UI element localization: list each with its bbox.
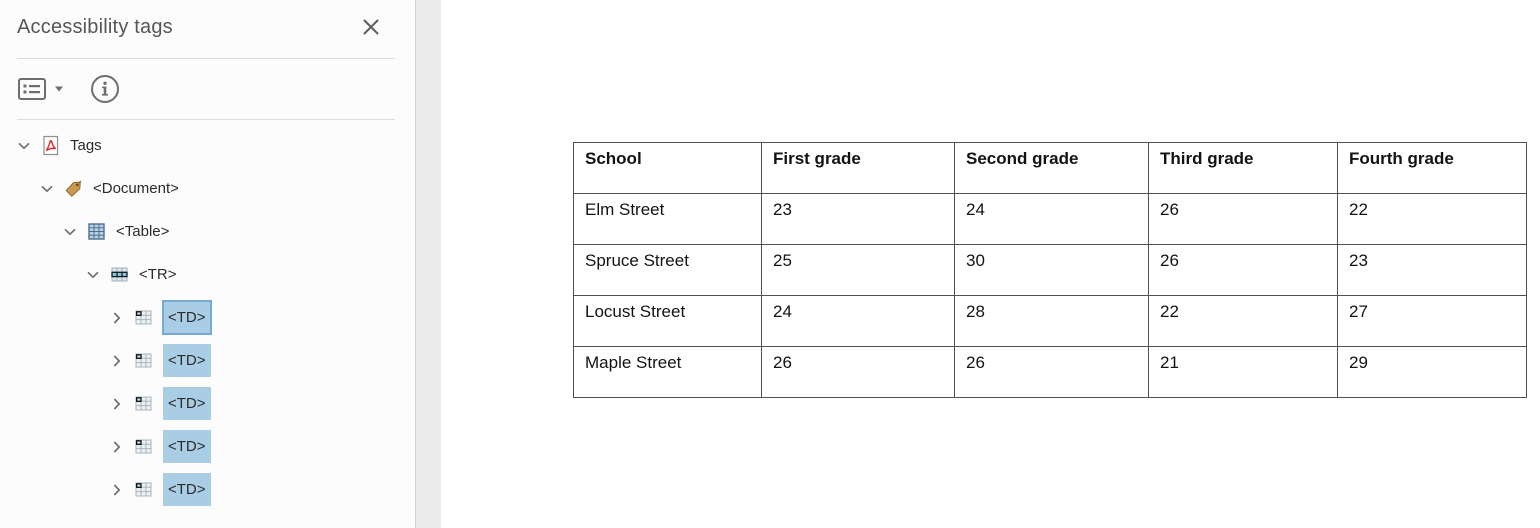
table-cell: 23	[1337, 244, 1527, 296]
table-header-cell: School	[573, 142, 762, 194]
table-cell: 29	[1337, 346, 1527, 398]
tree-item-table[interactable]: <Table>	[0, 210, 415, 253]
pdf-tags-icon	[40, 135, 61, 156]
tree-item-label: <Document>	[93, 180, 179, 197]
chevron-down-icon[interactable]	[85, 267, 101, 283]
table-row: Locust Street 24 28 22 27	[573, 295, 1527, 347]
chevron-right-icon[interactable]	[109, 396, 125, 412]
list-options-icon[interactable]	[17, 76, 64, 102]
accessibility-tags-panel: Accessibility tags	[0, 0, 416, 528]
tree-item-td-1[interactable]: <TD>	[0, 296, 415, 339]
tree-item-label: <TD>	[163, 387, 211, 420]
table-row-icon	[109, 264, 130, 285]
chevron-down-icon	[55, 86, 63, 92]
table-cell: 27	[1337, 295, 1527, 347]
table-cell: 24	[761, 295, 955, 347]
tree-item-label: <TD>	[163, 430, 211, 463]
chevron-down-icon[interactable]	[39, 181, 55, 197]
tree-item-td-4[interactable]: <TD>	[0, 425, 415, 468]
table-cell: 21	[1148, 346, 1338, 398]
document-canvas-margin	[416, 0, 441, 528]
chevron-right-icon[interactable]	[109, 353, 125, 369]
document-tag-icon	[63, 178, 84, 199]
table-cell-icon	[133, 436, 154, 457]
divider	[17, 119, 395, 120]
document-pane: School First grade Second grade Third grade…	[441, 0, 1540, 528]
table-cell: 26	[954, 346, 1149, 398]
chevron-down-icon[interactable]	[16, 138, 32, 154]
tags-tree: Tags <Document> <Table> <TR> <TD>	[0, 120, 415, 511]
chevron-down-icon[interactable]	[62, 224, 78, 240]
table-cell: 22	[1148, 295, 1338, 347]
tree-item-td-3[interactable]: <TD>	[0, 382, 415, 425]
table-cell-icon	[133, 307, 154, 328]
table-cell: Maple Street	[573, 346, 762, 398]
panel-toolbar	[0, 59, 415, 119]
table-cell: 28	[954, 295, 1149, 347]
chevron-right-icon[interactable]	[109, 439, 125, 455]
divider	[17, 58, 395, 59]
table-header-cell: Third grade	[1148, 142, 1338, 194]
table-row: Maple Street 26 26 21 29	[573, 346, 1527, 398]
chevron-right-icon[interactable]	[109, 310, 125, 326]
tree-item-td-2[interactable]: <TD>	[0, 339, 415, 382]
tree-item-td-5[interactable]: <TD>	[0, 468, 415, 511]
table-cell: Spruce Street	[573, 244, 762, 296]
tree-item-tr[interactable]: <TR>	[0, 253, 415, 296]
table-cell: Elm Street	[573, 193, 762, 245]
table-cell-icon	[133, 350, 154, 371]
tree-item-label: Tags	[70, 137, 102, 154]
table-header-cell: Fourth grade	[1337, 142, 1527, 194]
panel-title: Accessibility tags	[17, 16, 173, 38]
document-table: School First grade Second grade Third grade…	[573, 142, 1527, 398]
table-cell: Locust Street	[573, 295, 762, 347]
table-cell: 30	[954, 244, 1149, 296]
table-cell: 26	[1148, 193, 1338, 245]
chevron-right-icon[interactable]	[109, 482, 125, 498]
info-icon[interactable]	[90, 74, 120, 104]
table-cell-icon	[133, 479, 154, 500]
table-cell: 26	[1148, 244, 1338, 296]
table-row: Spruce Street 25 30 26 23	[573, 244, 1527, 296]
table-cell: 22	[1337, 193, 1527, 245]
table-cell-icon	[133, 393, 154, 414]
table-cell: 24	[954, 193, 1149, 245]
tree-item-tags[interactable]: Tags	[0, 124, 415, 167]
table-cell: 23	[761, 193, 955, 245]
table-cell: 25	[761, 244, 955, 296]
panel-header: Accessibility tags	[0, 0, 415, 58]
tree-item-label: <Table>	[116, 223, 170, 240]
close-icon[interactable]	[360, 16, 382, 38]
table-header-cell: Second grade	[954, 142, 1149, 194]
table-header-cell: First grade	[761, 142, 955, 194]
tree-item-label: <TD>	[163, 473, 211, 506]
table-cell: 26	[761, 346, 955, 398]
tree-item-label: <TD>	[162, 300, 212, 335]
table-header-row: School First grade Second grade Third grade…	[573, 142, 1527, 194]
tree-item-label: <TD>	[163, 344, 211, 377]
tree-item-label: <TR>	[139, 266, 177, 283]
table-row: Elm Street 23 24 26 22	[573, 193, 1527, 245]
tree-item-document[interactable]: <Document>	[0, 167, 415, 210]
table-icon	[86, 221, 107, 242]
